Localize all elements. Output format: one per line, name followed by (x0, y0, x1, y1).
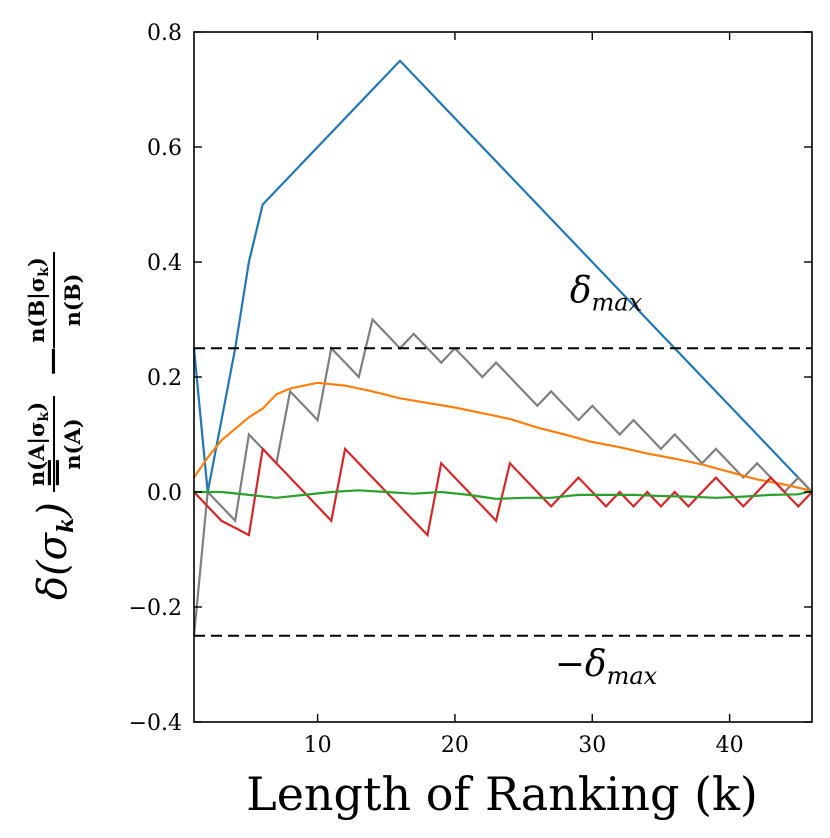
x-tick-label: 10 (304, 733, 332, 758)
axis-ticks: −0.4 −0.2 0.0 0.2 0.4 0.6 0.8 10 20 30 40 (129, 21, 812, 758)
x-axis-label: Length of Ranking (k) (246, 767, 758, 821)
series-line-3 (193, 381, 813, 492)
y-axis-label: δ(σk) = n(A|σk) n(A) − n(B|σk) n(B) (24, 252, 85, 600)
series-line-5 (194, 489, 813, 501)
y-tick-label: 0.2 (147, 366, 182, 391)
threshold-lines (194, 347, 812, 637)
y-label-frac-b-num: n(B|σk) (24, 257, 52, 343)
y-label-minus: − (30, 344, 76, 378)
y-label-frac-b-den: n(B) (60, 274, 85, 327)
series-line-4 (193, 446, 813, 538)
y-tick-label: −0.4 (129, 711, 182, 736)
y-tick-label: 0.0 (147, 481, 182, 506)
y-tick-label: −0.2 (129, 596, 182, 621)
y-label-frac-a-num: n(A|σk) (24, 402, 52, 486)
y-label-frac-a-den: n(A) (60, 418, 85, 469)
x-tick-label: 40 (716, 733, 744, 758)
series-line-1 (192, 59, 813, 493)
series-lines (192, 59, 813, 636)
y-tick-label: 0.4 (147, 251, 182, 276)
x-tick-label: 20 (441, 733, 469, 758)
y-tick-label: 0.6 (147, 136, 182, 161)
plot-frame (193, 31, 813, 723)
x-tick-label: 30 (578, 733, 606, 758)
series-line-2 (192, 317, 813, 636)
y-tick-label: 0.8 (147, 21, 182, 46)
neg-delta-max-annotation: −δmax (555, 644, 658, 690)
delta-max-annotation: δmax (570, 270, 643, 316)
